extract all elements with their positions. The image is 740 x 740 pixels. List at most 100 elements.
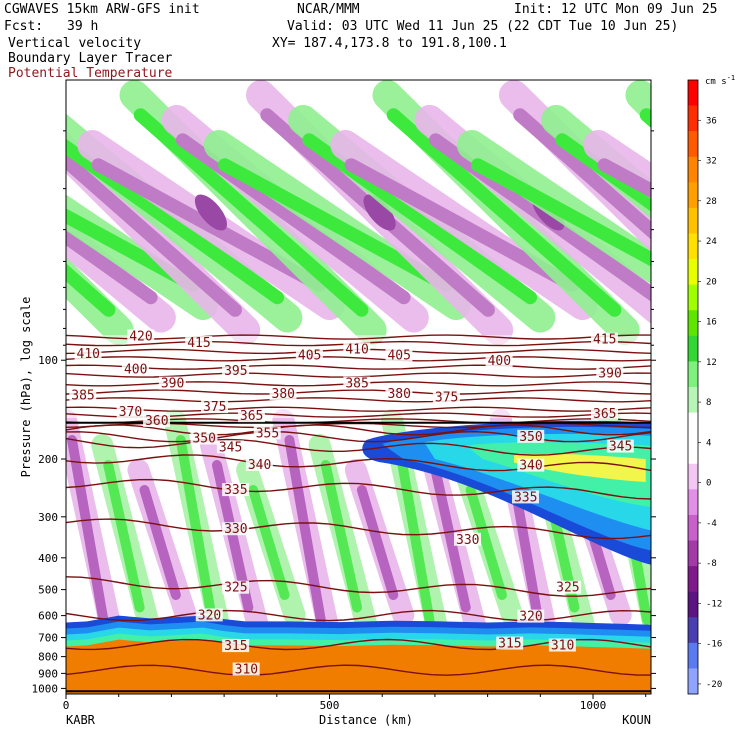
x-tick-label: 500 xyxy=(320,699,340,712)
xy-endpoints: XY= 187.4,173.8 to 191.8,100.1 xyxy=(272,36,507,51)
theta-label: 335 xyxy=(514,490,537,505)
y-tick-label: 100 xyxy=(38,354,58,367)
theta-contour-380 xyxy=(66,397,651,403)
colorbar-swatch xyxy=(688,668,698,695)
colorbar-swatch xyxy=(688,335,698,362)
theta-contour-420 xyxy=(66,334,651,340)
theta-label-bg xyxy=(232,662,260,676)
y-tick-label: 900 xyxy=(38,667,58,680)
field-vertical-velocity: Vertical velocity xyxy=(8,36,142,51)
colorbar-swatch xyxy=(688,182,698,209)
colorbar-swatch xyxy=(688,463,698,490)
theta-label: 315 xyxy=(224,639,247,654)
theta-contour-385 xyxy=(66,389,651,395)
theta-label: 335 xyxy=(224,483,247,498)
potential-temperature-labels: 420 415 415 410 410 405 405 400 400 395 390 390 385 3… xyxy=(69,329,634,678)
velocity-core xyxy=(320,460,363,613)
theta-label: 375 xyxy=(435,391,458,406)
colorbar-tick-label: 24 xyxy=(706,237,717,247)
y-tick-label: 700 xyxy=(38,632,58,645)
theta-label: 410 xyxy=(77,347,100,362)
colorbar-tick-label: 32 xyxy=(706,157,717,167)
theta-label-bg xyxy=(591,332,619,346)
theta-label: 410 xyxy=(345,342,368,357)
colorbar-frame xyxy=(687,79,699,695)
theta-label-bg xyxy=(496,636,524,650)
colorbar-swatch xyxy=(688,489,698,516)
theta-label: 375 xyxy=(203,400,226,415)
theta-label-bg xyxy=(606,439,634,453)
theta-label: 320 xyxy=(198,608,221,623)
velocity-core xyxy=(66,263,116,317)
theta-label-bg xyxy=(596,366,624,380)
theta-contour-340 xyxy=(66,454,651,472)
colorbar-swatch xyxy=(688,310,698,337)
y-tick-label: 600 xyxy=(38,610,58,623)
colorbar-tick-label: 28 xyxy=(706,197,717,207)
x-tick-label: 1000 xyxy=(580,699,607,712)
theta-label-bg xyxy=(517,458,545,472)
colorbar-swatch xyxy=(688,412,698,439)
y-tick-label: 400 xyxy=(38,552,58,565)
pbl-tracer-level-4 xyxy=(66,639,651,694)
theta-label: 380 xyxy=(387,387,410,402)
colorbar-tick-label: 0 xyxy=(706,479,711,489)
theta-label: 350 xyxy=(519,430,542,445)
theta-label: 405 xyxy=(298,348,321,363)
left-endpoint-label: KABR xyxy=(66,713,96,727)
theta-label-bg xyxy=(343,342,371,356)
velocity-core xyxy=(513,108,651,240)
theta-label-bg xyxy=(222,580,250,594)
colorbar: 36 32 28 24 20 16 12 8 4 0 -4 -8 -12 -16 -20 xyxy=(687,79,722,695)
theta-label: 385 xyxy=(71,388,94,403)
theta-label-bg xyxy=(201,400,229,414)
theta-label: 365 xyxy=(593,407,616,422)
velocity-core xyxy=(471,158,651,267)
theta-label: 345 xyxy=(609,440,632,455)
velocity-max xyxy=(20,189,64,236)
theta-label-bg xyxy=(190,431,218,445)
colorbar-swatch xyxy=(688,438,698,465)
theta-contour-335 xyxy=(66,478,651,500)
model-title: CGWAVES 15km ARW-GFS init xyxy=(4,2,200,17)
colorbar-swatch xyxy=(688,591,698,618)
colorbar-swatch xyxy=(688,80,698,106)
velocity-max xyxy=(363,194,396,231)
theta-label: 415 xyxy=(593,333,616,348)
theta-label: 390 xyxy=(161,377,184,392)
theta-label-bg xyxy=(237,409,265,423)
colorbar-swatch xyxy=(688,156,698,183)
theta-label-bg xyxy=(222,483,250,497)
colorbar-swatch xyxy=(688,514,698,541)
colorbar-tick-label: 16 xyxy=(706,318,717,328)
y-axis-label: Pressure (hPa), log scale xyxy=(19,297,33,478)
theta-contour-345 xyxy=(66,437,651,456)
theta-label-bg xyxy=(554,580,582,594)
theta-label-bg xyxy=(121,362,149,376)
theta-label-bg xyxy=(591,407,619,421)
theta-label-bg xyxy=(158,376,186,390)
theta-label: 390 xyxy=(598,367,621,382)
right-endpoint-label: KOUN xyxy=(622,713,651,727)
velocity-core xyxy=(393,435,435,625)
velocity-core xyxy=(356,485,399,600)
colorbar-swatch xyxy=(688,207,698,234)
colorbar-swatch xyxy=(688,259,698,285)
theta-label: 400 xyxy=(124,363,147,378)
forecast-hour-value: 39 h xyxy=(67,19,99,34)
theta-label: 330 xyxy=(456,533,479,548)
velocity-core xyxy=(218,158,453,292)
colorbar-swatch xyxy=(688,131,698,158)
theta-contour-325 xyxy=(66,576,651,597)
theta-contour-350 xyxy=(66,430,651,443)
colorbar-swatch xyxy=(688,105,698,132)
theta-label-bg xyxy=(195,608,223,622)
y-tick-label: 500 xyxy=(38,584,58,597)
colorbar-swatch xyxy=(688,233,698,260)
y-tick-label: 1000 xyxy=(32,682,59,695)
colorbar-swatch xyxy=(688,361,698,388)
velocity-core xyxy=(66,151,242,317)
colorbar-swatch xyxy=(688,284,698,311)
theta-label: 360 xyxy=(145,414,168,429)
